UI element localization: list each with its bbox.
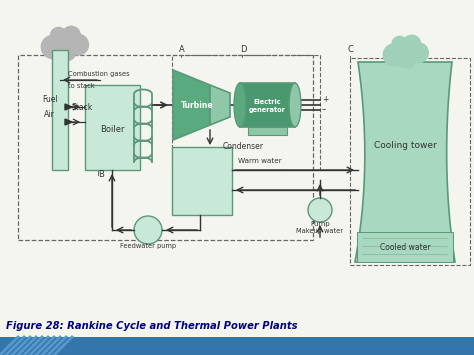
Circle shape: [392, 36, 407, 52]
Text: –: –: [322, 105, 326, 115]
Bar: [52, 50, 68, 170]
Text: Boiler: Boiler: [100, 126, 124, 135]
Text: Pump: Pump: [310, 221, 330, 227]
Text: generator: generator: [249, 107, 286, 113]
Text: Combustion gases: Combustion gases: [68, 71, 129, 77]
Polygon shape: [173, 70, 210, 140]
Circle shape: [58, 43, 74, 59]
Circle shape: [403, 35, 420, 53]
Text: Fuel: Fuel: [42, 95, 58, 104]
Text: Feedwater pump: Feedwater pump: [120, 243, 176, 249]
Bar: [240, 83, 295, 127]
Text: to stack: to stack: [68, 83, 95, 89]
Text: Electric: Electric: [254, 99, 281, 105]
Circle shape: [52, 30, 66, 44]
Circle shape: [41, 36, 64, 59]
Circle shape: [62, 26, 81, 45]
Polygon shape: [65, 119, 72, 125]
Circle shape: [62, 29, 78, 45]
Text: Makeup water: Makeup water: [297, 228, 344, 234]
Circle shape: [134, 216, 162, 244]
Circle shape: [57, 42, 76, 61]
Bar: [172, 147, 232, 215]
Circle shape: [68, 34, 89, 55]
Ellipse shape: [289, 83, 301, 127]
Circle shape: [44, 37, 64, 57]
Polygon shape: [355, 62, 455, 262]
Text: Turbine: Turbine: [181, 100, 213, 109]
Bar: [172, 55, 320, 170]
Circle shape: [399, 51, 416, 68]
Polygon shape: [65, 104, 72, 110]
Text: Cooled water: Cooled water: [380, 242, 430, 251]
Polygon shape: [357, 232, 453, 262]
Text: Air: Air: [44, 110, 55, 119]
Text: A: A: [179, 45, 185, 54]
Bar: [85, 85, 140, 170]
Text: Warm water: Warm water: [238, 158, 282, 164]
Ellipse shape: [234, 83, 246, 127]
Circle shape: [409, 43, 428, 63]
Circle shape: [67, 36, 85, 54]
Text: Condenser: Condenser: [223, 142, 264, 151]
Bar: [350, 58, 470, 265]
Text: Stack: Stack: [72, 103, 93, 111]
Circle shape: [51, 27, 67, 44]
Circle shape: [383, 44, 405, 66]
Text: C: C: [348, 45, 354, 54]
Bar: [18, 55, 313, 240]
Text: B: B: [98, 170, 104, 179]
Polygon shape: [210, 85, 230, 125]
Bar: [248, 127, 287, 135]
Circle shape: [308, 198, 332, 222]
Text: Cooling tower: Cooling tower: [374, 141, 437, 149]
Text: +: +: [322, 95, 328, 104]
Text: D: D: [240, 45, 246, 54]
Bar: [0, 337, 474, 355]
Text: Figure 28: Rankine Cycle and Thermal Power Plants: Figure 28: Rankine Cycle and Thermal Pow…: [6, 321, 298, 331]
